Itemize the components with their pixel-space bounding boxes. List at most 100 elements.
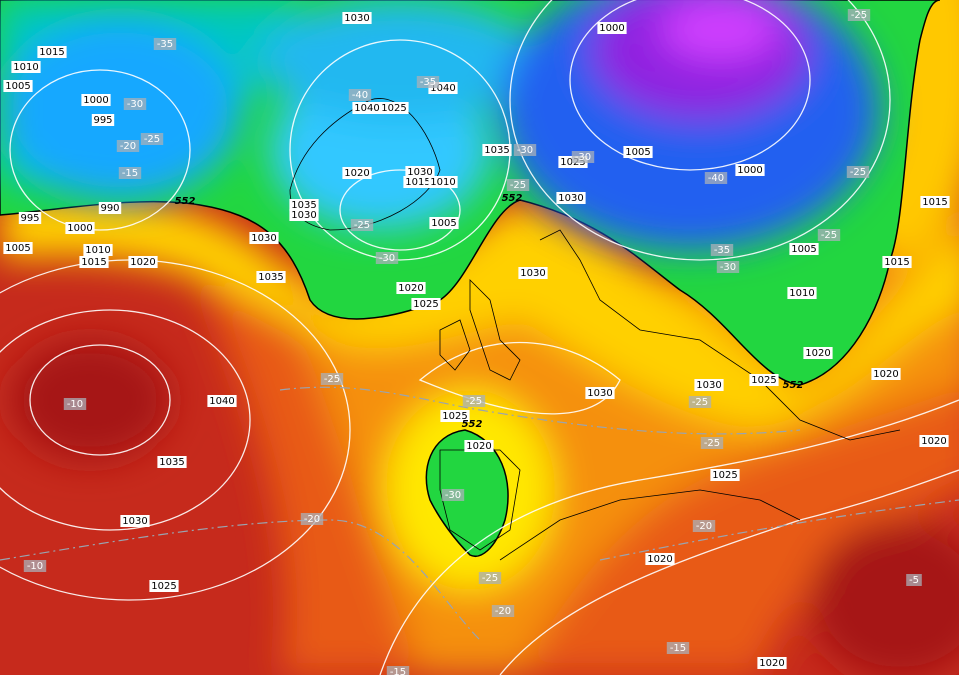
pressure-label-box — [464, 440, 494, 452]
pressure-label: 1030 — [587, 388, 612, 399]
pressure-label-box — [405, 166, 435, 178]
pressure-label-box — [920, 196, 950, 208]
temperature-label: -25 — [510, 180, 526, 191]
pressure-label-box — [65, 222, 95, 234]
pressure-label-box — [623, 146, 653, 158]
temperature-label: -25 — [704, 438, 720, 449]
pressure-label: 1000 — [599, 23, 624, 34]
pressure-label-box — [83, 244, 113, 256]
pressure-label-box — [289, 209, 319, 221]
pressure-label: 1020 — [130, 257, 155, 268]
pressure-label: 1035 — [258, 272, 283, 283]
temperature-label-box — [571, 151, 595, 163]
pressure-label: 1030 — [291, 210, 316, 221]
pressure-label-box — [3, 242, 33, 254]
temperature-label-box — [506, 179, 530, 191]
pressure-label-box — [803, 347, 833, 359]
temperature-label-box — [386, 666, 410, 675]
temperature-label-box — [375, 252, 399, 264]
temperature-label-box — [416, 76, 440, 88]
pressure-label-box — [120, 515, 150, 527]
temperature-label-box — [300, 513, 324, 525]
temperature-label-box — [118, 167, 142, 179]
pressure-label-box — [429, 217, 459, 229]
temperature-label: -35 — [420, 77, 436, 88]
temperature-label-box — [846, 166, 870, 178]
pressure-label-box — [342, 12, 372, 24]
pressure-label: 1020 — [344, 168, 369, 179]
pressure-label: 1000 — [83, 95, 108, 106]
pressure-label: 1020 — [466, 441, 491, 452]
temperature-label-box — [817, 229, 841, 241]
pressure-label: 1015 — [884, 257, 909, 268]
pressure-label-box — [11, 61, 41, 73]
temperature-label-box — [441, 489, 465, 501]
temperature-label-box — [116, 140, 140, 152]
pressure-label: 1035 — [291, 200, 316, 211]
pressure-label: 1005 — [5, 81, 30, 92]
temperature-label: -30 — [517, 145, 533, 156]
pressure-label-box — [787, 287, 817, 299]
pressure-label: 1010 — [789, 288, 814, 299]
pressure-label-box — [79, 256, 109, 268]
pressure-label-box — [289, 199, 319, 211]
pressure-label-box — [128, 256, 158, 268]
isotherms — [0, 386, 959, 641]
pressure-label-box — [18, 212, 42, 224]
pressure-label-box — [789, 243, 819, 255]
pressure-label: 990 — [100, 203, 119, 214]
pressure-label-box — [428, 176, 458, 188]
pressure-label: 1030 — [696, 380, 721, 391]
pressure-label: 1005 — [5, 243, 30, 254]
pressure-label-box — [3, 80, 33, 92]
temperature-label: -20 — [495, 606, 511, 617]
temperature-label: -25 — [851, 10, 867, 21]
temperature-label: -25 — [144, 134, 160, 145]
pressure-label-box — [585, 387, 615, 399]
temperature-label-box — [348, 89, 372, 101]
pressure-label: 1025 — [751, 375, 776, 386]
temperature-label: -25 — [850, 167, 866, 178]
pressure-label-box — [403, 176, 433, 188]
pressure-label-box — [342, 167, 372, 179]
pressure-label-box — [256, 271, 286, 283]
pressure-label: 1025 — [381, 103, 406, 114]
pressure-label: 1015 — [922, 197, 947, 208]
pressure-label: 1025 — [442, 411, 467, 422]
pressure-label-box — [735, 164, 765, 176]
temperature-label-box — [710, 244, 734, 256]
pressure-label: 1035 — [484, 145, 509, 156]
pressure-label: 1020 — [647, 554, 672, 565]
pressure-label: 1025 — [151, 581, 176, 592]
pressure-label-box — [871, 368, 901, 380]
temperature-label: -5 — [909, 575, 919, 586]
temperature-label-box — [906, 574, 922, 586]
temperature-label-box — [23, 560, 47, 572]
pressure-label-box — [91, 114, 115, 126]
pressure-label: 1040 — [430, 83, 455, 94]
pressure-label: 1015 — [39, 47, 64, 58]
pressure-label-box — [710, 469, 740, 481]
pressure-label: 1030 — [407, 167, 432, 178]
pressure-label: 1010 — [430, 177, 455, 188]
pressure-label-box — [440, 410, 470, 422]
temperature-label-box — [462, 395, 486, 407]
temperature-label-box — [847, 9, 871, 21]
temperature-label: -25 — [821, 230, 837, 241]
pressure-label: 1030 — [122, 516, 147, 527]
pressure-label: 1020 — [398, 283, 423, 294]
temperature-label-box — [63, 398, 87, 410]
temperature-label-box — [716, 261, 740, 273]
temperature-label: -30 — [127, 99, 143, 110]
pressure-label-box — [37, 46, 67, 58]
pressure-label-box — [352, 102, 382, 114]
pressure-label: 1005 — [791, 244, 816, 255]
temperature-label: -35 — [157, 39, 173, 50]
thickness-label: 552 — [502, 193, 523, 204]
pressure-label-box — [249, 232, 279, 244]
pressure-label-box — [379, 102, 409, 114]
pressure-label: 1040 — [354, 103, 379, 114]
temperature-label: -10 — [27, 561, 43, 572]
temperature-label-box — [513, 144, 537, 156]
